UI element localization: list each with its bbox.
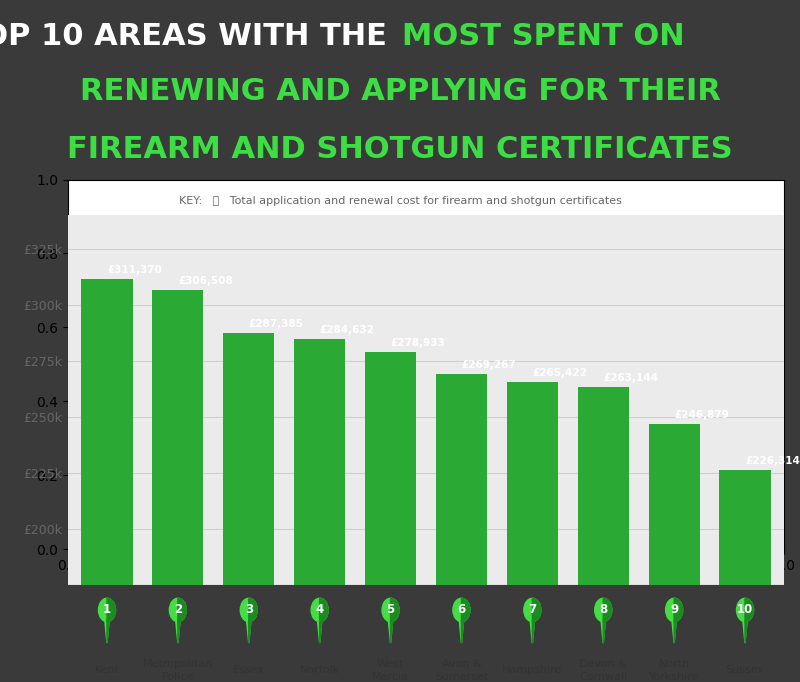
Text: MOST SPENT ON: MOST SPENT ON xyxy=(402,22,685,51)
Bar xyxy=(507,382,558,584)
Text: Norfolk: Norfolk xyxy=(300,666,340,675)
Text: Hampshire: Hampshire xyxy=(502,666,562,675)
Text: 7: 7 xyxy=(528,604,536,617)
Circle shape xyxy=(311,598,328,622)
Polygon shape xyxy=(530,621,534,643)
Wedge shape xyxy=(674,598,682,622)
Text: 3: 3 xyxy=(245,604,253,617)
Polygon shape xyxy=(388,621,393,643)
Text: £287,385: £287,385 xyxy=(249,319,304,329)
Wedge shape xyxy=(603,598,612,622)
Polygon shape xyxy=(672,621,676,643)
Text: RENEWING AND APPLYING FOR THEIR: RENEWING AND APPLYING FOR THEIR xyxy=(79,77,721,106)
Circle shape xyxy=(170,598,186,622)
Polygon shape xyxy=(532,621,534,643)
Wedge shape xyxy=(320,598,328,622)
Text: £278,933: £278,933 xyxy=(390,338,446,348)
Circle shape xyxy=(737,598,754,622)
Bar xyxy=(719,470,770,584)
Text: 5: 5 xyxy=(386,604,394,617)
Text: 2: 2 xyxy=(174,604,182,617)
Text: North
Yorkshire: North Yorkshire xyxy=(649,659,699,681)
Polygon shape xyxy=(459,621,464,643)
Wedge shape xyxy=(390,598,399,622)
Polygon shape xyxy=(462,621,464,643)
Text: 10: 10 xyxy=(737,604,753,617)
Polygon shape xyxy=(674,621,676,643)
Polygon shape xyxy=(176,621,180,643)
Polygon shape xyxy=(601,621,606,643)
Polygon shape xyxy=(390,621,393,643)
Wedge shape xyxy=(249,598,258,622)
Text: £246,879: £246,879 xyxy=(674,410,729,419)
Wedge shape xyxy=(462,598,470,622)
Text: 9: 9 xyxy=(670,604,678,617)
Text: Sussex: Sussex xyxy=(726,666,765,675)
Bar xyxy=(223,333,274,584)
Wedge shape xyxy=(532,598,541,622)
Bar xyxy=(294,339,345,584)
Polygon shape xyxy=(743,621,747,643)
Polygon shape xyxy=(107,621,109,643)
Polygon shape xyxy=(105,621,109,643)
Polygon shape xyxy=(246,621,251,643)
Wedge shape xyxy=(178,598,186,622)
Text: KEY:   🎯   Total application and renewal cost for firearm and shotgun certificat: KEY: 🎯 Total application and renewal cos… xyxy=(178,196,622,206)
Text: 4: 4 xyxy=(315,604,324,617)
Text: Metropolitan
Police: Metropolitan Police xyxy=(142,659,213,681)
Text: £269,267: £269,267 xyxy=(462,359,516,370)
Bar xyxy=(365,352,416,584)
Text: 1: 1 xyxy=(103,604,111,617)
Text: £284,632: £284,632 xyxy=(320,325,374,335)
Polygon shape xyxy=(745,621,747,643)
Wedge shape xyxy=(107,598,115,622)
Text: 8: 8 xyxy=(599,604,607,617)
Polygon shape xyxy=(318,621,322,643)
Text: Kent: Kent xyxy=(94,666,119,675)
Circle shape xyxy=(98,598,115,622)
Text: Devon &
Cornwall: Devon & Cornwall xyxy=(579,659,627,681)
Bar xyxy=(436,374,487,584)
Polygon shape xyxy=(603,621,606,643)
Text: FIREARM AND SHOTGUN CERTIFICATES: FIREARM AND SHOTGUN CERTIFICATES xyxy=(67,135,733,164)
Text: £263,144: £263,144 xyxy=(603,373,658,383)
Polygon shape xyxy=(178,621,180,643)
Text: £311,370: £311,370 xyxy=(107,265,162,276)
Circle shape xyxy=(524,598,541,622)
Text: 6: 6 xyxy=(458,604,466,617)
Text: Essex: Essex xyxy=(233,666,265,675)
Polygon shape xyxy=(320,621,322,643)
Text: £306,508: £306,508 xyxy=(178,276,233,286)
Bar xyxy=(578,387,629,584)
Circle shape xyxy=(240,598,258,622)
Polygon shape xyxy=(249,621,251,643)
Bar xyxy=(152,291,203,584)
Circle shape xyxy=(382,598,399,622)
Text: £265,422: £265,422 xyxy=(532,368,587,379)
Text: Avon &
Somerset: Avon & Somerset xyxy=(435,659,488,681)
Text: THE TOP 10 AREAS WITH THE: THE TOP 10 AREAS WITH THE xyxy=(0,22,398,51)
Bar xyxy=(82,280,133,584)
Bar xyxy=(649,424,700,584)
Text: £226,314: £226,314 xyxy=(745,456,800,466)
Circle shape xyxy=(666,598,682,622)
Circle shape xyxy=(453,598,470,622)
Circle shape xyxy=(594,598,612,622)
Text: West
Mercia: West Mercia xyxy=(372,659,409,681)
Wedge shape xyxy=(745,598,754,622)
